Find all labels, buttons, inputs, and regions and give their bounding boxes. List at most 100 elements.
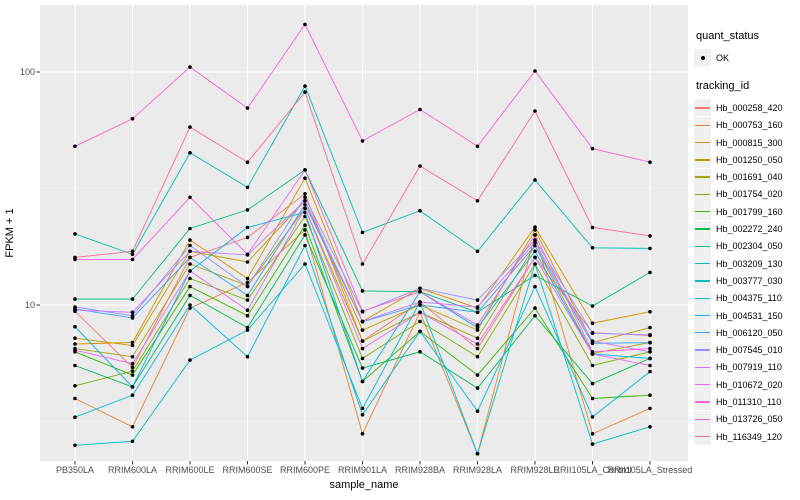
- data-point: [533, 238, 537, 242]
- x-tick-label: RRIM901LA: [338, 465, 387, 475]
- legend-item-Hb_004531_150: Hb_004531_150: [694, 307, 798, 324]
- data-point: [648, 393, 652, 398]
- data-point: [188, 303, 192, 307]
- legend-item-label: OK: [716, 52, 730, 63]
- data-point: [360, 139, 365, 143]
- data-point: [245, 293, 250, 298]
- legend-item-Hb_004375_110: Hb_004375_110: [694, 289, 798, 307]
- x-tick-label: RRIM600LA: [108, 465, 157, 475]
- data-point: [245, 225, 250, 230]
- x-tick-label: RRII105LA_Control: [553, 465, 631, 475]
- data-point: [303, 243, 307, 248]
- legend-item-label: Hb_001799_160: [716, 206, 783, 217]
- x-tick-label: PB350LA: [56, 465, 94, 475]
- data-point: [475, 354, 480, 359]
- data-point: [245, 280, 250, 285]
- legend-item-Hb_001799_160: Hb_001799_160: [694, 203, 798, 221]
- legend-item-label: Hb_006120_050: [716, 327, 783, 338]
- data-point: [245, 313, 250, 318]
- data-point: [418, 310, 422, 315]
- legend-item-label: Hb_002272_240: [716, 224, 783, 235]
- data-point: [188, 276, 192, 281]
- legend-title-quant-status: quant_status: [696, 30, 759, 42]
- legend-line-swatch: [695, 211, 710, 213]
- data-point: [73, 255, 77, 260]
- data-point: [418, 289, 422, 294]
- data-point: [130, 365, 135, 370]
- x-tick-label: RRIM600PE: [280, 465, 330, 475]
- data-point: [73, 384, 77, 388]
- data-point: [475, 305, 480, 309]
- data-point: [648, 333, 652, 337]
- data-point: [130, 249, 135, 254]
- legend-line-swatch: [695, 245, 710, 247]
- data-point: [188, 243, 192, 248]
- legend-line-swatch: [695, 193, 710, 196]
- data-point: [245, 260, 250, 264]
- data-point: [130, 354, 135, 359]
- data-point: [590, 246, 595, 250]
- data-point: [590, 381, 595, 386]
- data-point: [188, 226, 192, 231]
- legend-item-label: Hb_000753_160: [716, 120, 783, 131]
- legend-key-box: [694, 289, 711, 307]
- data-point: [475, 451, 480, 456]
- x-tick-label: RRIM928BA: [395, 465, 445, 475]
- legend-key-box: [694, 116, 711, 134]
- data-point: [130, 385, 135, 389]
- data-point: [303, 192, 307, 196]
- x-tick-label: RRIM928LA: [453, 465, 502, 475]
- data-point: [73, 415, 77, 420]
- legend-key-box: [694, 324, 711, 342]
- legend-item-Hb_010672_020: Hb_010672_020: [694, 376, 798, 394]
- legend-key-box: [694, 393, 711, 411]
- data-point: [360, 289, 365, 293]
- y-tick-label: 10: [25, 300, 35, 310]
- data-point: [648, 425, 652, 429]
- data-point: [533, 262, 537, 266]
- data-point: [590, 350, 595, 354]
- data-point: [533, 178, 537, 182]
- legend-line-swatch: [695, 107, 710, 109]
- data-point: [590, 396, 595, 401]
- data-point: [188, 195, 192, 200]
- legend-line-swatch: [695, 314, 710, 317]
- data-point: [73, 336, 77, 341]
- data-point: [475, 386, 480, 390]
- data-point: [130, 373, 135, 377]
- data-point: [73, 443, 77, 448]
- x-tick-label: RRII105LA_Stressed: [608, 465, 692, 475]
- data-point: [590, 146, 595, 151]
- data-point: [303, 233, 307, 237]
- legend-item-label: Hb_011310_110: [716, 396, 782, 407]
- legend-item-Hb_001250_050: Hb_001250_050: [694, 151, 798, 169]
- data-point: [590, 321, 595, 326]
- data-point: [590, 363, 595, 368]
- data-point: [475, 336, 480, 341]
- data-point: [245, 235, 250, 240]
- data-point: [533, 249, 537, 254]
- data-point: [360, 309, 365, 314]
- legend-item-Hb_001754_020: Hb_001754_020: [694, 185, 798, 203]
- data-point: [648, 346, 652, 351]
- legend-item-label: Hb_001250_050: [716, 154, 783, 165]
- data-point: [475, 346, 480, 351]
- data-point: [73, 305, 77, 309]
- data-point: [475, 199, 480, 203]
- x-axis-title: sample_name: [329, 479, 398, 491]
- data-point: [130, 117, 135, 121]
- data-point: [648, 160, 652, 164]
- legend-item-Hb_011310_110: Hb_011310_110: [694, 393, 798, 411]
- data-point: [360, 406, 365, 411]
- data-point: [590, 415, 595, 419]
- data-point: [245, 354, 250, 359]
- data-point: [533, 255, 537, 260]
- data-point: [648, 356, 652, 361]
- legend-key-box: [694, 203, 711, 221]
- data-point: [303, 90, 307, 94]
- legend-key-box: [694, 376, 711, 394]
- data-point: [130, 361, 135, 366]
- data-point: [360, 230, 365, 235]
- legend-line-swatch: [695, 141, 710, 144]
- data-point: [360, 432, 365, 436]
